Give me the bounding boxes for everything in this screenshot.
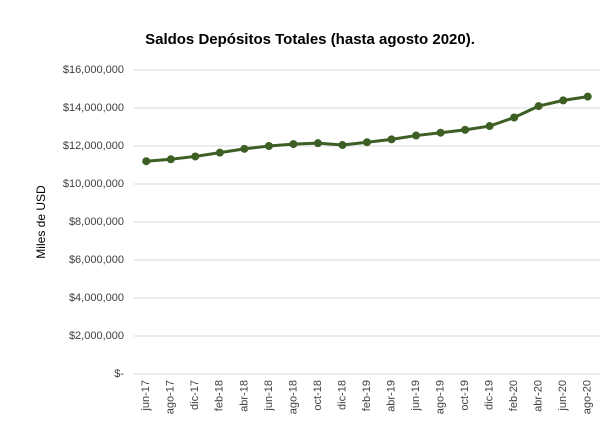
point: [461, 125, 470, 134]
x-tick-label: jun-19: [410, 380, 422, 412]
y-tick-label: $14,000,000: [63, 102, 124, 114]
point: [436, 128, 445, 137]
y-axis-label: Miles de USD: [34, 185, 48, 259]
x-tick-label: feb-18: [214, 380, 226, 411]
x-tick-label: ago-20: [582, 380, 594, 414]
point: [240, 144, 249, 153]
point: [387, 135, 396, 144]
y-tick-label: $16,000,000: [63, 64, 124, 76]
y-tick-label: $-: [114, 368, 124, 380]
x-tick-label: dic-18: [336, 380, 348, 410]
point: [166, 155, 175, 164]
x-tick-label: jun-18: [263, 380, 275, 412]
point: [215, 148, 224, 157]
y-tick-label: $2,000,000: [69, 330, 124, 342]
x-tick-label: oct-19: [459, 380, 471, 411]
point: [583, 92, 592, 101]
x-tick-label: abr-19: [385, 380, 397, 412]
point: [191, 152, 200, 161]
x-tick-label: jun-17: [140, 380, 152, 412]
point: [289, 140, 298, 149]
point: [338, 141, 347, 150]
point: [510, 113, 519, 122]
x-tick-label: feb-19: [361, 380, 373, 411]
y-tick-label: $6,000,000: [69, 254, 124, 266]
point: [264, 142, 273, 150]
y-tick-label: $4,000,000: [69, 292, 124, 304]
point: [363, 138, 371, 147]
y-tick-label: $10,000,000: [63, 178, 124, 190]
point: [142, 157, 151, 166]
point: [534, 102, 543, 111]
chart-title: Saldos Depósitos Totales (hasta agosto 2…: [145, 31, 475, 48]
point: [485, 122, 494, 131]
x-tick-label: jun-20: [557, 380, 569, 412]
x-tick-label: abr-20: [533, 380, 545, 412]
x-tick-label: ago-18: [287, 380, 299, 414]
x-tick-label: oct-18: [312, 380, 324, 411]
point: [412, 131, 421, 140]
x-tick-label: dic-17: [189, 380, 201, 410]
x-tick-label: ago-17: [165, 380, 177, 414]
x-tick-label: ago-19: [434, 380, 446, 414]
y-tick-label: $8,000,000: [69, 216, 124, 228]
point: [559, 96, 568, 105]
x-tick-label: dic-19: [484, 380, 496, 410]
point: [313, 139, 322, 148]
x-tick-label: abr-18: [238, 380, 250, 412]
y-tick-label: $12,000,000: [63, 140, 124, 152]
x-tick-label: feb-20: [508, 380, 520, 411]
